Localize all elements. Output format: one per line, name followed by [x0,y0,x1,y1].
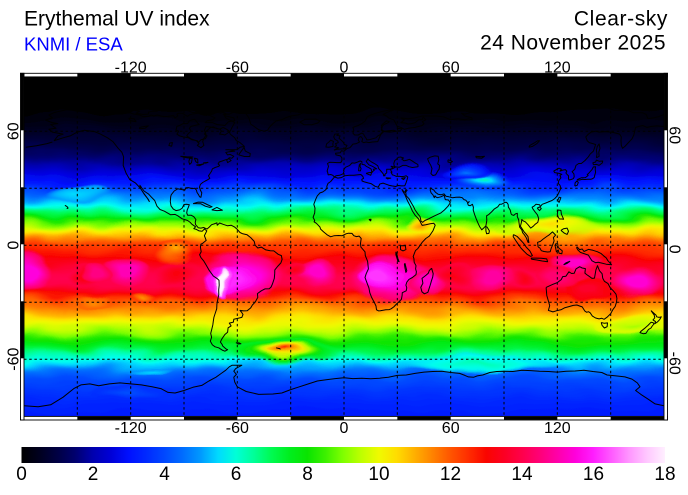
svg-text:60: 60 [666,126,683,144]
svg-text:24 November 2025: 24 November 2025 [480,32,666,55]
svg-text:18: 18 [654,464,675,485]
svg-text:-60: -60 [6,348,23,371]
svg-text:-120: -120 [115,420,147,437]
svg-text:0: 0 [666,245,683,254]
svg-text:KNMI / ESA: KNMI / ESA [24,34,123,55]
svg-text:-60: -60 [226,60,249,77]
svg-text:12: 12 [440,464,461,485]
svg-text:120: 120 [544,420,571,437]
svg-text:6: 6 [231,464,242,485]
svg-text:-120: -120 [115,60,147,77]
svg-text:-60: -60 [226,420,249,437]
svg-text:16: 16 [583,464,604,485]
svg-text:0: 0 [340,60,349,77]
svg-text:60: 60 [6,122,23,140]
svg-text:2: 2 [88,464,99,485]
svg-text:4: 4 [159,464,170,485]
svg-text:0: 0 [16,464,27,485]
svg-text:10: 10 [368,464,389,485]
svg-text:120: 120 [544,60,571,77]
svg-text:60: 60 [442,60,460,77]
svg-text:-60: -60 [666,352,683,375]
svg-text:60: 60 [442,420,460,437]
svg-text:8: 8 [302,464,313,485]
svg-text:Erythemal UV index: Erythemal UV index [24,7,210,30]
svg-text:0: 0 [340,420,349,437]
svg-text:14: 14 [511,464,533,485]
svg-text:0: 0 [6,241,23,250]
svg-text:Clear-sky: Clear-sky [574,8,668,31]
